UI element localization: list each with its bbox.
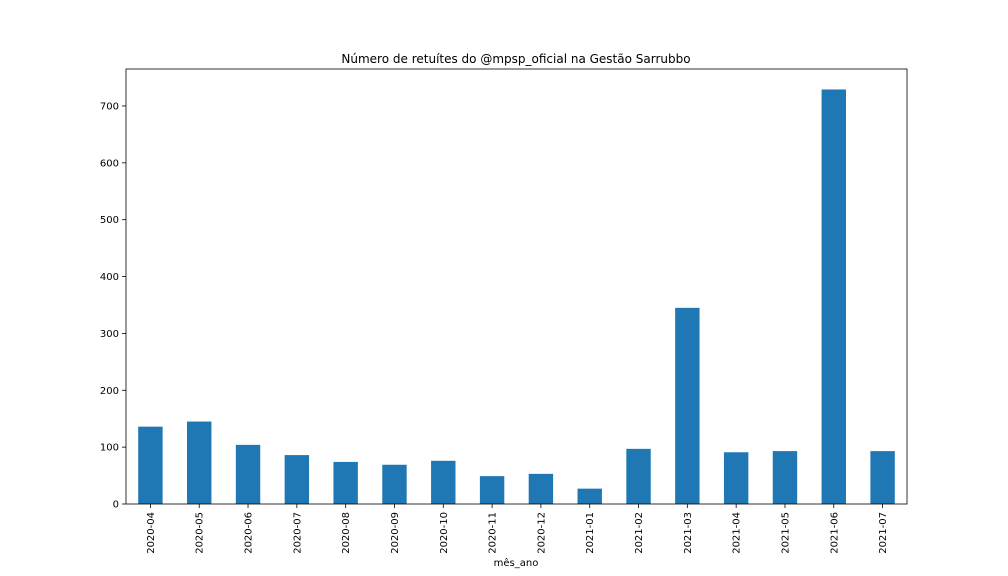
plot-area: 0 100 200 300 400 500 600 700 2020-04 2020-05 2020… (100, 69, 907, 554)
x-tick-label: 2021-01 (585, 512, 596, 554)
y-tick-label: 0 (113, 500, 119, 511)
bar-2021-07 (870, 451, 894, 504)
bar-2021-02 (626, 449, 650, 504)
x-tick-label: 2021-07 (878, 512, 889, 554)
x-tick-label: 2021-03 (683, 512, 694, 554)
y-tick-label: 100 (100, 443, 119, 454)
bar-2021-03 (675, 308, 699, 504)
bar-2020-06 (236, 445, 260, 504)
y-tick-label: 400 (100, 272, 119, 283)
bar-2020-08 (333, 462, 357, 504)
y-tick-label: 600 (100, 158, 119, 169)
bar-2021-06 (822, 89, 846, 504)
x-tick-label: 2020-09 (390, 512, 401, 554)
x-tick-label: 2020-04 (146, 512, 157, 554)
x-tick-label: 2020-07 (292, 512, 303, 554)
bar-2020-07 (285, 455, 309, 504)
x-tick-label: 2020-08 (341, 512, 352, 554)
bar-2021-04 (724, 452, 748, 504)
bar-2020-12 (529, 474, 553, 504)
x-tick-label: 2020-06 (244, 512, 255, 554)
bar-2020-04 (138, 427, 162, 504)
y-tick-label: 700 (100, 101, 119, 112)
x-tick-label: 2021-02 (634, 512, 645, 554)
x-tick-label: 2021-05 (780, 512, 791, 554)
x-tick-label: 2020-12 (536, 512, 547, 554)
y-tick-label: 300 (100, 329, 119, 340)
bar-2020-09 (382, 465, 406, 504)
bar-2021-05 (773, 451, 797, 504)
x-axis-label: mês_ano (494, 557, 539, 569)
x-tick-label: 2021-06 (829, 512, 840, 554)
bar-2020-10 (431, 461, 455, 504)
bar-2020-05 (187, 422, 211, 504)
y-tick-label: 200 (100, 386, 119, 397)
x-tick-label: 2020-10 (439, 512, 450, 554)
y-tick-label: 500 (100, 215, 119, 226)
x-tick-label: 2020-05 (195, 512, 206, 554)
plot-frame (126, 69, 907, 504)
bar-2021-01 (578, 489, 602, 504)
x-tick-label: 2021-04 (732, 512, 743, 554)
x-tick-label: 2020-11 (488, 512, 499, 554)
bar-2020-11 (480, 476, 504, 504)
chart-title: Número de retuítes do @mpsp_oficial na G… (341, 52, 690, 66)
